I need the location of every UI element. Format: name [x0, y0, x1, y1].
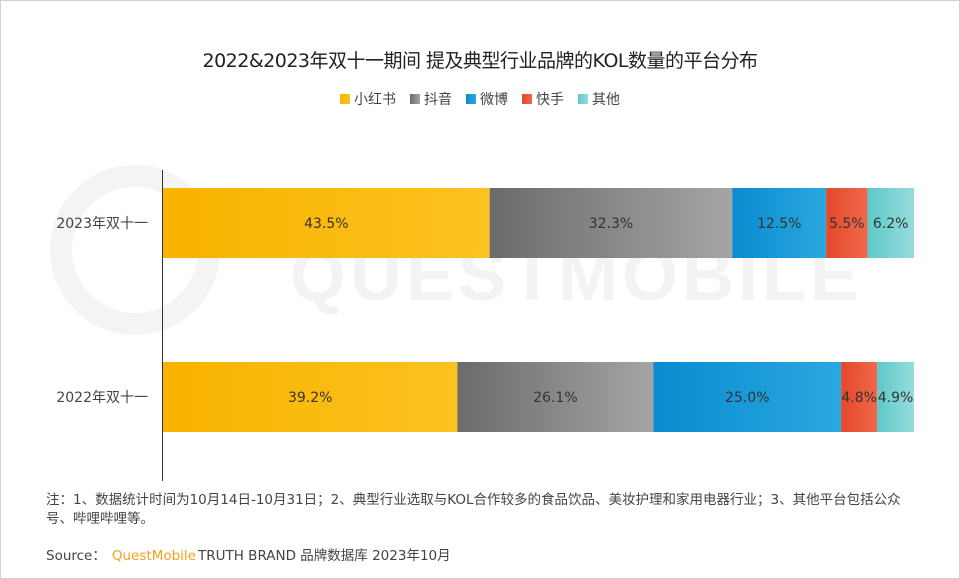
legend-swatch	[522, 94, 532, 104]
data-label: 26.1%	[533, 390, 577, 406]
data-label: 32.3%	[589, 216, 633, 232]
legend-swatch	[410, 94, 420, 104]
legend-swatch	[340, 94, 350, 104]
bar-segment	[841, 362, 878, 432]
legend-label: 小红书	[354, 92, 396, 108]
bar-segment	[826, 188, 868, 258]
bar-segment	[163, 188, 490, 258]
legend-item: 抖音	[410, 89, 452, 109]
legend-item: 快手	[522, 89, 564, 109]
y-tick-label: 2022年双十一	[56, 390, 148, 406]
legend-label: 快手	[536, 92, 564, 108]
legend-swatch	[578, 94, 588, 104]
legend-label: 抖音	[424, 92, 452, 108]
data-label: 12.5%	[757, 216, 801, 232]
data-label: 6.2%	[873, 216, 909, 232]
legend-label: 微博	[480, 92, 508, 108]
data-label: 25.0%	[725, 390, 769, 406]
data-label: 43.5%	[304, 216, 348, 232]
data-label: 5.5%	[829, 216, 865, 232]
bar-segment	[163, 362, 458, 432]
legend-label: 其他	[592, 92, 620, 108]
source-label: Source：	[46, 548, 106, 564]
legend: 小红书 抖音 微博 快手 其他	[0, 89, 960, 109]
chart-title: 2022&2023年双十一期间 提及典型行业品牌的KOL数量的平台分布	[202, 50, 758, 72]
source-line: Source： QuestMobile TRUTH BRAND 品牌数据库 2023…	[46, 544, 451, 564]
data-label: 4.9%	[878, 390, 914, 406]
bar-segment	[489, 188, 733, 258]
bar-segment	[732, 188, 827, 258]
source-brand: QuestMobile	[111, 548, 196, 564]
legend-item: 小红书	[340, 89, 396, 109]
source-text: TRUTH BRAND 品牌数据库 2023年10月	[197, 548, 451, 564]
data-label: 4.8%	[841, 390, 877, 406]
bar-segment	[867, 188, 914, 258]
legend-item: 微博	[466, 89, 508, 109]
bar-segment	[653, 362, 842, 432]
legend-item: 其他	[578, 89, 620, 109]
data-label: 39.2%	[288, 390, 332, 406]
legend-swatch	[466, 94, 476, 104]
bar-segment	[457, 362, 654, 432]
footnote: 注：1、数据统计时间为10月14日-10月31日；2、典型行业选取与KOL合作较…	[46, 492, 901, 527]
y-tick-label: 2023年双十一	[56, 216, 148, 232]
bar-segment	[877, 362, 914, 432]
